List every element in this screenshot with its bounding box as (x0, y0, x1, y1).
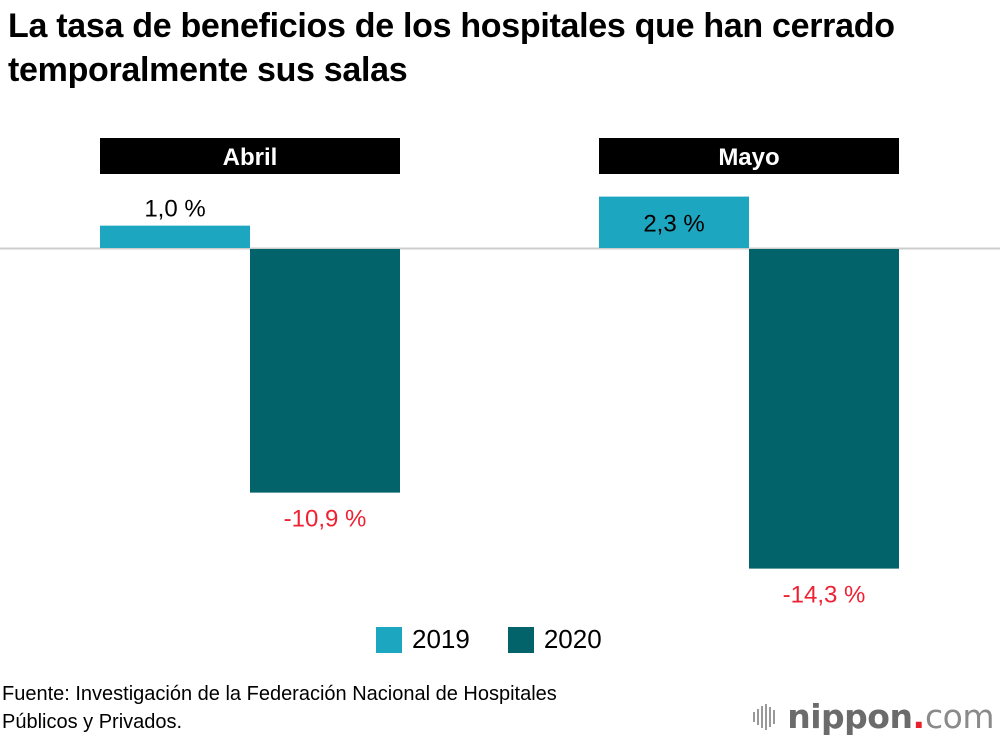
legend-label-2019: 2019 (412, 624, 470, 654)
chart-title: La tasa de beneficios de los hospitales … (8, 7, 895, 89)
legend-label-2020: 2020 (543, 624, 602, 654)
data-label-mayo-2020: -14,3 % (783, 582, 866, 609)
category-label-mayo: Mayo (718, 144, 779, 171)
category-header-abril (100, 138, 400, 174)
logo-dot: . (912, 697, 926, 736)
legend-item-2019: 2019 (376, 624, 470, 655)
logo-tld: com (925, 697, 994, 736)
data-label-abril-2020: -10,9 % (284, 506, 367, 533)
bar-mayo-2019 (599, 196, 749, 248)
bar-mayo-2020 (749, 249, 899, 569)
source-line-1: Fuente: Investigación de la Federación N… (2, 683, 557, 705)
category-label-abril: Abril (223, 144, 278, 171)
legend: 2019 2020 (376, 624, 640, 655)
bar-chart: Abril 1,0 % -10,9 % Mayo 2,3 % -14,3 % (0, 138, 1000, 609)
bar-abril-2019 (100, 225, 250, 248)
bar-abril-2020 (250, 249, 400, 493)
sound-wave-icon (753, 702, 777, 732)
category-header-mayo (599, 138, 899, 174)
data-label-abril-2019: 1,0 % (144, 196, 205, 223)
source-note: Fuente: Investigación de la Federación N… (2, 680, 722, 736)
nippon-logo: nippon. com (753, 697, 994, 736)
legend-swatch-2019 (376, 626, 402, 653)
legend-swatch-2020 (507, 626, 534, 653)
source-line-2: Públicos y Privados. (2, 711, 183, 733)
legend-item-2020: 2020 (507, 624, 602, 655)
data-label-mayo-2019: 2,3 % (643, 210, 704, 237)
logo-word: nippon (787, 697, 913, 736)
